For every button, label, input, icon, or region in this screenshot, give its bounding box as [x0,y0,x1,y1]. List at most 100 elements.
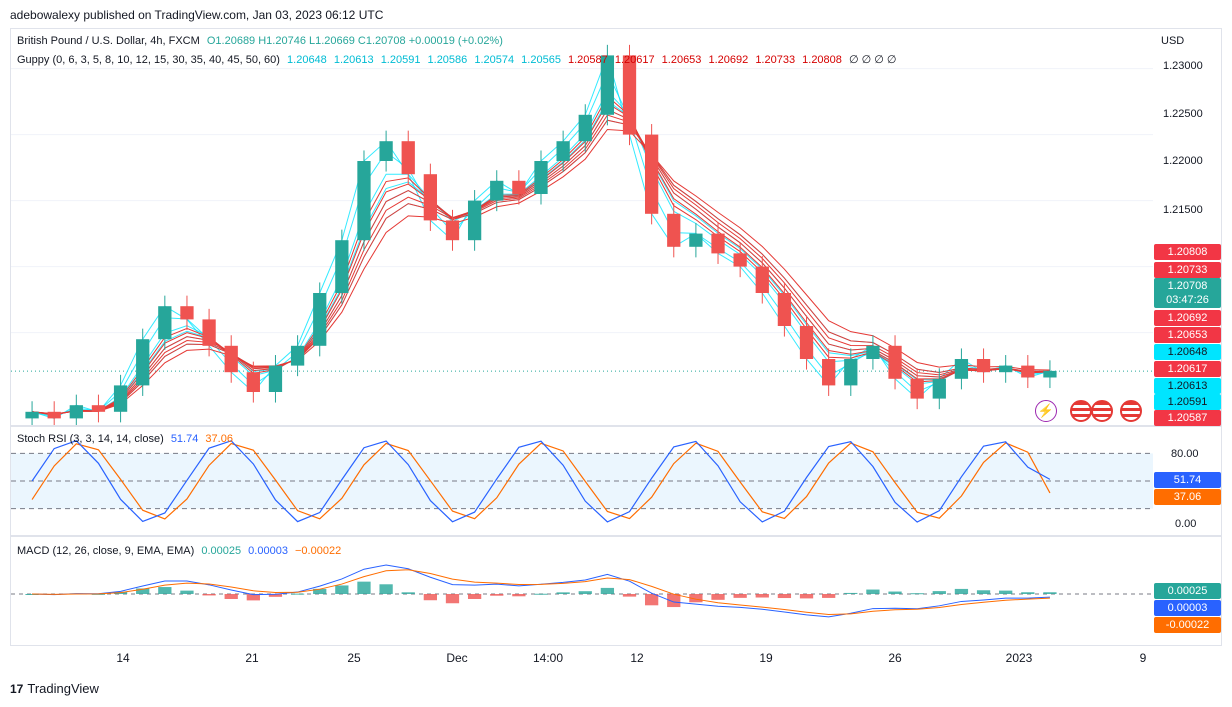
us-flag-icon[interactable] [1091,400,1113,422]
price-tick-3: 1.22000 [1163,155,1203,167]
guppy-title[interactable]: Guppy (0, 6, 3, 5, 8, 10, 12, 15, 30, 35… [17,54,280,66]
macd-histogram-bar [689,594,703,603]
guppy-slow-4: 1.20692 [708,54,749,66]
macd-histogram-bar [622,594,637,597]
current-price: 1.20708 [1167,280,1208,292]
candle-body [600,55,615,115]
x-tick: 9 [1139,651,1147,665]
price-tag-20692: 1.20692 [1154,310,1221,326]
guppy-fast-2: 1.20613 [333,54,374,66]
macd-panel[interactable]: MACD (12, 26, close, 9, EMA, EMA) 0.0002… [10,536,1222,646]
stoch-k-tag: 51.74 [1154,472,1221,488]
guppy-slow-6: 1.20808 [802,54,842,66]
stoch-rsi-panel[interactable]: Stoch RSI (3, 3, 14, 14, close) 51.74 37… [10,426,1222,536]
guppy-tail: ∅ ∅ ∅ ∅ [848,54,897,66]
tradingview-logo-icon: 17 [10,681,24,696]
price-tag-20591: 1.20591 [1154,394,1221,410]
footer-brand[interactable]: 17 TradingView [10,681,99,696]
macd-signal-line [32,569,1050,616]
candle-body [224,345,238,373]
x-tick: 14:00 [532,651,564,665]
symbol-name[interactable]: British Pound / U.S. Dollar, 4h, FXCM [17,35,200,47]
x-tick: 2023 [1005,651,1033,665]
macd-histogram-bar [357,581,371,594]
macd-line-tag: 0.00003 [1154,600,1221,616]
candle-body [401,141,415,175]
macd-legend: MACD (12, 26, close, 9, EMA, EMA) 0.0002… [17,545,345,557]
candle-body [1021,365,1035,378]
stoch-title[interactable]: Stoch RSI (3, 3, 14, 14, close) [17,433,164,445]
candle-body [423,174,437,221]
us-flag-icon[interactable] [1120,400,1142,422]
macd-histogram-bar [954,588,969,594]
candle-body [711,233,725,254]
macd-histogram-bar [910,593,924,595]
macd-histogram-bar [534,593,548,595]
candle-body [246,372,260,392]
macd-histogram-bar [246,594,260,601]
candle-body [158,306,172,340]
macd-histogram-bar [290,593,305,595]
currency-label: USD [1161,35,1185,47]
macd-histogram-bar [799,594,814,599]
candle-body [799,326,814,359]
x-tick: Dec [446,651,468,665]
macd-histogram-bar [1021,592,1035,594]
candle-body [445,220,460,241]
candle-body [578,114,592,142]
candle-body [556,141,570,161]
macd-histogram-bar [667,594,681,608]
price-tick-2: 1.22500 [1163,108,1203,120]
lightning-icon[interactable]: ⚡ [1035,400,1057,422]
macd-histogram-bar [467,594,482,599]
macd-histogram-bar [600,587,615,594]
candle-body [290,345,305,366]
stoch-d-tag: 37.06 [1154,489,1221,505]
candle-body [113,385,128,412]
stoch-rsi-chart[interactable] [11,427,1153,535]
candle-body [313,293,327,346]
macd-histogram-bar [932,591,946,594]
candle-body [512,180,526,194]
stoch-k-value: 51.74 [170,433,199,445]
price-chart[interactable] [11,29,1153,425]
us-flag-icon[interactable] [1070,400,1092,422]
candle-body [999,365,1013,373]
candle-body [622,55,637,135]
macd-histogram-bar [822,594,836,598]
macd-signal-value: −0.00022 [295,545,342,557]
symbol-legend: British Pound / U.S. Dollar, 4h, FXCM O1… [17,35,507,47]
price-tag-20587: 1.20587 [1154,410,1221,426]
macd-histogram-bar [556,592,570,594]
guppy-slow-3: 1.20653 [661,54,702,66]
price-tag-20808: 1.20808 [1154,244,1221,260]
candle-body [379,141,393,161]
candle-body [689,233,703,247]
x-tick: 14 [116,651,130,665]
candle-body [268,365,283,392]
x-tick: 12 [630,651,644,665]
macd-histogram-bar [202,594,216,596]
price-panel[interactable]: British Pound / U.S. Dollar, 4h, FXCM O1… [10,28,1222,426]
candle-body [1043,370,1057,378]
price-tag-20617: 1.20617 [1154,361,1221,377]
macd-title[interactable]: MACD (12, 26, close, 9, EMA, EMA) [17,545,195,557]
current-price-tag: 1.20708 03:47:26 [1154,278,1221,308]
candle-body [467,200,482,241]
macd-histogram-bar [1043,592,1057,594]
guppy-fast-3: 1.20591 [380,54,421,66]
guppy-fast-4: 1.20586 [427,54,468,66]
guppy-slow-1: 1.20587 [568,54,608,66]
stoch-d-value: 37.06 [205,433,233,445]
candle-body [932,378,946,399]
macd-histogram-bar [733,594,747,598]
stoch-k-line [31,439,1051,523]
guppy-fast-1: 1.20648 [287,54,327,66]
candle-body [645,134,659,214]
candle-body [954,359,969,379]
macd-histogram-bar [224,594,238,599]
macd-chart[interactable] [11,537,1153,645]
x-tick: 19 [759,651,773,665]
price-tag-20613: 1.20613 [1154,378,1221,394]
price-tag-20733: 1.20733 [1154,262,1221,278]
